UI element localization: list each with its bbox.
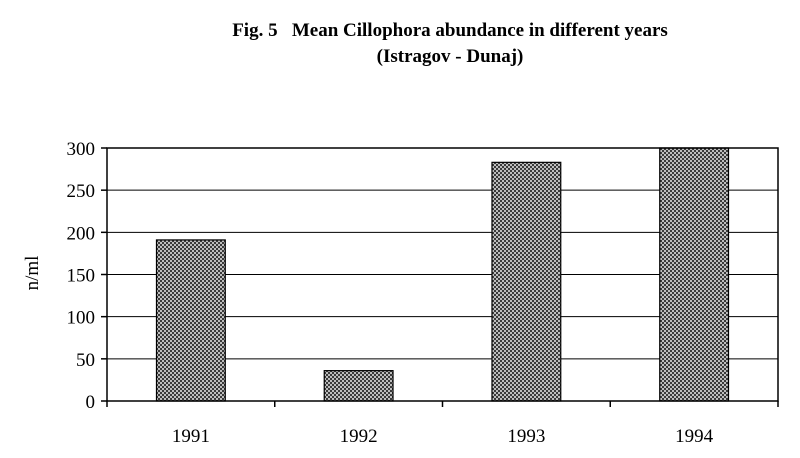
x-tick-labels: 1991 1992 1993 1994 [172, 426, 714, 447]
bar-1993 [491, 161, 562, 402]
y-axis-label: n/ml [22, 256, 43, 291]
x-tick-label: 1991 [172, 426, 210, 447]
bar-1994 [659, 147, 730, 402]
chart-title-block: Fig. 5 Mean Cillophora abundance in diff… [100, 18, 800, 70]
x-tick-label: 1992 [340, 426, 378, 447]
bar-1992 [323, 370, 394, 402]
axes [101, 147, 779, 407]
chart-title: Fig. 5 Mean Cillophora abundance in diff… [232, 20, 668, 41]
y-tick-label: 150 [67, 266, 96, 287]
y-tick-label: 250 [67, 181, 96, 202]
y-tick-label: 200 [67, 223, 96, 244]
y-tick-label: 100 [67, 308, 96, 329]
y-tick-label: 0 [86, 392, 96, 413]
x-tick-label: 1993 [507, 426, 545, 447]
y-tick-label: 300 [67, 139, 96, 160]
x-tick-label: 1994 [675, 426, 714, 447]
y-tick-label: 50 [76, 350, 95, 371]
y-tick-labels: 0 50 100 150 200 250 300 [67, 139, 96, 413]
bar-1991 [155, 239, 226, 402]
chart-subtitle: (Istragov - Dunaj) [376, 46, 524, 67]
